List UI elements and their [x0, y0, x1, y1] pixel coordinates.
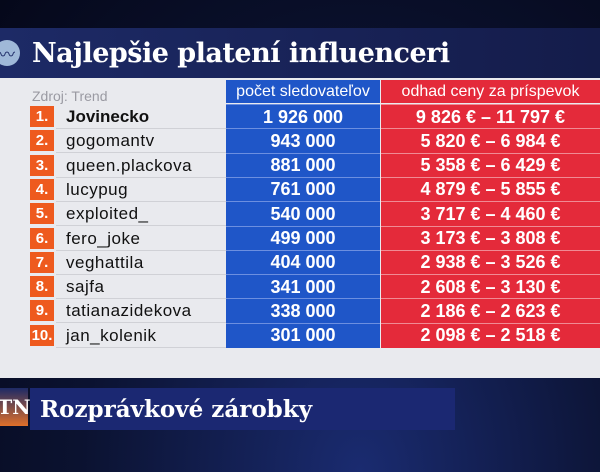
- row-divider: [56, 200, 226, 202]
- influencer-name: queen.plackova: [66, 155, 193, 175]
- rank-badge: 4.: [30, 178, 54, 200]
- row-divider: [56, 225, 226, 227]
- price-cell: 2 186 € – 2 623 €: [381, 298, 600, 324]
- followers-cell: 301 000: [226, 322, 380, 348]
- row-divider: [56, 249, 226, 251]
- table-row: 10. jan_kolenik 301 000 2 098 € – 2 518 €: [0, 322, 600, 348]
- row-divider: [56, 322, 226, 324]
- rank-badge: 9.: [30, 300, 54, 322]
- influencer-name: lucypug: [66, 179, 129, 199]
- table-row: 6. fero_joke 499 000 3 173 € – 3 808 €: [0, 225, 600, 251]
- table-row: 2. gogomantv 943 000 5 820 € – 6 984 €: [0, 128, 600, 154]
- followers-cell: 540 000: [226, 201, 380, 227]
- rank-badge: 3.: [30, 154, 54, 176]
- row-divider: [56, 152, 226, 154]
- influencer-name: tatianazidekova: [66, 301, 192, 321]
- influencer-name: exploited_: [66, 204, 149, 224]
- table-row: 4. lucypug 761 000 4 879 € – 5 855 €: [0, 176, 600, 202]
- broadcaster-logo-icon: 〰: [0, 40, 20, 66]
- rank-badge: 10.: [30, 324, 54, 346]
- channel-logo: TN: [0, 388, 31, 426]
- followers-cell: 499 000: [226, 225, 380, 251]
- page-title: Najlepšie platení influenceri: [32, 37, 450, 69]
- lower-third-bar: Rozprávkové zárobky: [30, 388, 455, 430]
- price-cell: 2 098 € – 2 518 €: [381, 322, 600, 348]
- influencer-name: gogomantv: [66, 131, 155, 151]
- rank-badge: 5.: [30, 203, 54, 225]
- row-divider: [56, 176, 226, 178]
- influencer-name: veghattila: [66, 252, 144, 272]
- price-cell: 9 826 € – 11 797 €: [381, 104, 600, 129]
- rank-badge: 7.: [30, 251, 54, 273]
- followers-cell: 338 000: [226, 298, 380, 324]
- price-cell: 3 717 € – 4 460 €: [381, 201, 600, 227]
- table-row: 9. tatianazidekova 338 000 2 186 € – 2 623 …: [0, 298, 600, 324]
- row-divider: [56, 346, 226, 348]
- table-row: 7. veghattila 404 000 2 938 € – 3 526 €: [0, 249, 600, 275]
- column-header-price: odhad ceny za príspevok: [381, 80, 600, 103]
- influencer-name: sajfa: [66, 277, 105, 297]
- price-cell: 4 879 € – 5 855 €: [381, 176, 600, 202]
- title-bar: 〰 Najlepšie platení influenceri: [0, 28, 600, 78]
- rank-badge: 8.: [30, 276, 54, 298]
- table-row: 1. Jovinecko 1 926 000 9 826 € – 11 797 €: [0, 104, 600, 129]
- row-divider: [56, 298, 226, 300]
- influencer-name: Jovinecko: [66, 107, 150, 126]
- ranking-table: Zdroj: Trend počet sledovateľov odhad ce…: [0, 78, 600, 378]
- row-divider: [56, 128, 226, 129]
- followers-cell: 404 000: [226, 249, 380, 275]
- price-cell: 5 820 € – 6 984 €: [381, 128, 600, 154]
- price-cell: 2 938 € – 3 526 €: [381, 249, 600, 275]
- followers-cell: 881 000: [226, 152, 380, 178]
- price-cell: 3 173 € – 3 808 €: [381, 225, 600, 251]
- table-row: 8. sajfa 341 000 2 608 € – 3 130 €: [0, 274, 600, 300]
- followers-cell: 341 000: [226, 274, 380, 300]
- column-header-followers: počet sledovateľov: [226, 80, 380, 103]
- followers-cell: 943 000: [226, 128, 380, 154]
- followers-cell: 1 926 000: [226, 104, 380, 129]
- table-row: 3. queen.plackova 881 000 5 358 € – 6 429 €: [0, 152, 600, 178]
- followers-cell: 761 000: [226, 176, 380, 202]
- price-cell: 5 358 € – 6 429 €: [381, 152, 600, 178]
- lower-third-title: Rozprávkové zárobky: [40, 395, 313, 423]
- price-cell: 2 608 € – 3 130 €: [381, 274, 600, 300]
- rank-badge: 6.: [30, 227, 54, 249]
- rank-badge: 1.: [30, 106, 54, 127]
- row-divider: [56, 273, 226, 275]
- influencer-name: fero_joke: [66, 228, 141, 248]
- rank-badge: 2.: [30, 130, 54, 152]
- influencer-name: jan_kolenik: [66, 325, 157, 345]
- source-label: Zdroj: Trend: [32, 88, 108, 104]
- table-row: 5. exploited_ 540 000 3 717 € – 4 460 €: [0, 201, 600, 227]
